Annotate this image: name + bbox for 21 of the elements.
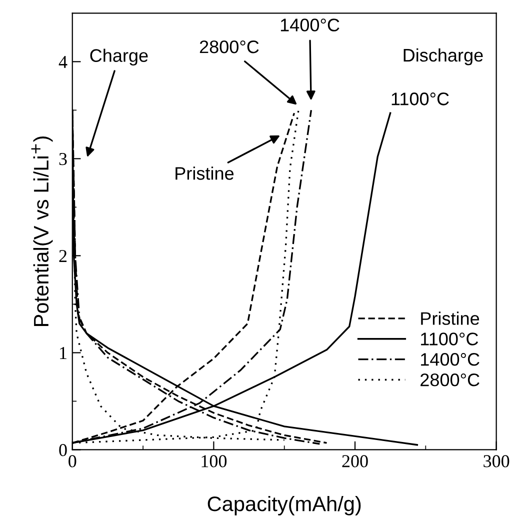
annotation: 2800°C (200, 40, 259, 54)
x-axis-title: Capacity(mAh/g) (208, 496, 361, 516)
y-tick-label: 1 (60, 347, 66, 359)
x-tick-label: 100 (202, 455, 227, 468)
legend-label: 1100°C (421, 332, 478, 346)
y-axis-title: Potential(V vs Li/Li$^{+}$) (31, 136, 53, 326)
y-tick-label: 3 (59, 152, 67, 166)
x-tick-label: 200 (342, 455, 368, 468)
annotation: 1400°C (280, 18, 340, 32)
legend-label: 1400°C (421, 353, 480, 366)
annotation: Charge (90, 48, 148, 66)
y-tick-label: 0 (59, 444, 67, 456)
y-tick-label: 2 (59, 250, 67, 262)
x-tick-label: 300 (484, 455, 510, 468)
y-tick-label: 4 (58, 56, 68, 68)
legend-label: 2800°C (420, 373, 480, 386)
annotation: 1100°C (392, 92, 449, 106)
legend-label: Pristine (421, 312, 480, 325)
annotation: Pristine (176, 166, 234, 180)
x-tick-label: 0 (68, 455, 76, 468)
annotation: Discharge (404, 48, 483, 66)
